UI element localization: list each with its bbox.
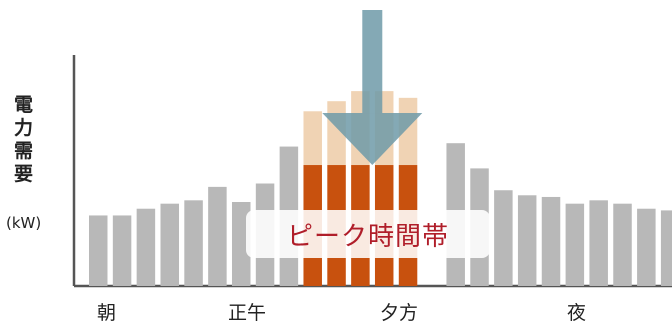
bar (565, 203, 585, 286)
x-tick-label: 朝 (97, 302, 117, 324)
ylabel-char: 電 (14, 94, 34, 116)
peak-cut-bar (303, 111, 322, 166)
bar (208, 186, 227, 286)
x-tick-label: 夕方 (380, 302, 419, 324)
peak-period-label: ピーク時間帯 (246, 210, 490, 258)
bar (160, 203, 179, 286)
x-tick-label: 夜 (567, 302, 587, 324)
bar (494, 190, 513, 286)
bar (231, 202, 251, 286)
bar (136, 208, 156, 286)
y-unit-label: (kW) (6, 214, 42, 232)
bar (613, 203, 632, 286)
ylabel-char: 需 (14, 140, 34, 162)
x-tick-label: 正午 (228, 302, 267, 324)
bar (112, 215, 132, 286)
bar (541, 196, 561, 286)
bar (89, 215, 108, 286)
arrow-shaft (362, 10, 383, 114)
down-arrow-icon (322, 113, 423, 166)
ylabel-char: 要 (14, 163, 34, 185)
bar (184, 200, 203, 286)
bar (660, 210, 672, 286)
bar (637, 208, 656, 286)
bar (517, 195, 537, 286)
bar (589, 200, 608, 286)
ylabel-char: 力 (14, 117, 34, 139)
